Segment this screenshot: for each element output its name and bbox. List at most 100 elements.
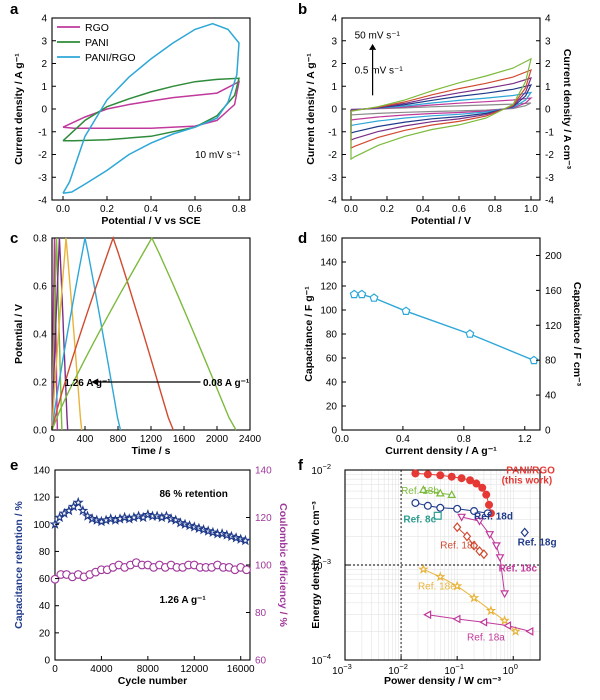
- y-tick-label: 20: [39, 628, 51, 639]
- tick-exponent: −2: [399, 662, 408, 671]
- x-tick-label: 12000: [180, 664, 208, 675]
- ragone-point: [491, 542, 501, 551]
- capacitance-point: [401, 306, 411, 315]
- cycling-current-label: 1.26 A g⁻¹: [159, 595, 206, 606]
- gcd-curve: [51, 237, 69, 431]
- efficiency-point: [50, 574, 60, 584]
- tick-exponent: −3: [322, 557, 331, 566]
- scan-rate-min-label: 0.5 mV s⁻¹: [355, 66, 404, 77]
- retention-point: [239, 534, 251, 546]
- x-axis-label: Potential / V: [411, 215, 471, 227]
- x-tick-label: 1.0: [524, 204, 538, 215]
- series-label: PANI/RGO: [506, 465, 555, 476]
- ragone-line: [461, 516, 506, 594]
- ragone-point: [485, 500, 494, 509]
- y-tick-label: 0.2: [33, 378, 47, 389]
- ragone-point: [447, 472, 456, 481]
- panel-b: 0.0 0.2 0.4 0.6 0.8 1.0 -4 -3 -2 -1 0 1 2 3 4 -4 -3 -2 -1 0…: [305, 14, 573, 228]
- x-tick-label: 0.8: [457, 434, 471, 445]
- x-tick-label: 1200: [140, 434, 163, 445]
- y2-tick-label: -3: [545, 173, 554, 184]
- ragone-point: [423, 610, 432, 620]
- ragone-point: [472, 479, 481, 488]
- y-tick-label: -1: [38, 127, 47, 138]
- y-tick-label: 0.8: [33, 234, 47, 245]
- ragone-point: [466, 476, 475, 485]
- y2-tick-label: 160: [545, 286, 562, 297]
- ragone-line: [423, 568, 516, 632]
- gcd-curve: [51, 237, 63, 431]
- series-label: Ref. 18g: [518, 538, 557, 549]
- ragone-point: [475, 546, 484, 557]
- y-tick-label: 0: [41, 105, 47, 116]
- x-axis-label: Power density / W cm⁻³: [384, 675, 501, 687]
- capacitance-point: [369, 293, 379, 302]
- series-label: Ref. 18d: [474, 512, 513, 523]
- legend-label: RGO: [85, 22, 109, 34]
- panel-c: 0 400 800 1200 1600 2000 2400 0.0 0.2 0.4 0.6 0.8 Ti…: [13, 234, 262, 458]
- y-tick-label: -4: [38, 196, 47, 207]
- capacitance-line: [354, 293, 535, 362]
- ragone-point: [495, 554, 505, 563]
- x-tick-label: 0.8: [232, 204, 246, 215]
- y-tick-label: 80: [39, 547, 51, 558]
- tick-exponent: 0: [514, 662, 518, 671]
- x-tick-label: 0.8: [488, 204, 502, 215]
- x-tick-label: 800: [110, 434, 127, 445]
- legend-label: PANI/RGO: [85, 52, 136, 64]
- y2-tick-label: 3: [545, 36, 551, 47]
- x-tick-label: 0.2: [380, 204, 394, 215]
- y-tick-label: 4: [331, 14, 337, 25]
- x-axis-label: Potential / V vs SCE: [101, 215, 200, 227]
- current-max-label: 1.26 A g⁻¹: [64, 378, 111, 389]
- retention-point: [161, 510, 172, 521]
- x-tick-label: 0.4: [416, 204, 430, 215]
- y-tick-label: 0: [44, 656, 50, 667]
- y-tick-label: -3: [328, 173, 337, 184]
- series-label: Ref. 18a: [467, 633, 505, 644]
- series-label: Ref. 18b: [401, 486, 439, 497]
- x-tick-label: 0: [49, 434, 55, 445]
- ragone-point: [470, 507, 479, 516]
- ragone-point: [423, 501, 432, 510]
- ragone-point: [436, 503, 445, 512]
- capacitance-point: [349, 289, 359, 299]
- ragone-point: [462, 531, 472, 542]
- ragone-point: [468, 592, 480, 603]
- retention-point: [77, 505, 89, 516]
- ragone-point: [469, 540, 479, 551]
- y2-axis-label: Coulombic efficiency / %: [277, 503, 289, 627]
- tick-exponent: −3: [343, 662, 352, 671]
- y-tick-label: 1: [331, 82, 337, 93]
- y2-axis-label: Capacitance / F cm⁻³: [571, 282, 583, 387]
- ragone-point: [452, 614, 461, 624]
- plot-frame-d: [341, 237, 541, 431]
- ragone-point: [451, 580, 463, 591]
- ragone-point: [411, 498, 420, 507]
- panel-letter-b: b: [298, 1, 307, 18]
- y-tick-label: 100: [33, 520, 50, 531]
- x-tick-label: 0: [52, 664, 58, 675]
- y-tick-label: 1: [41, 82, 47, 93]
- x-tick-label: 400: [77, 434, 94, 445]
- ragone-point: [457, 474, 466, 483]
- y2-tick-label: 80: [545, 356, 557, 367]
- y-tick-label: 4: [41, 14, 47, 25]
- gcd-curve: [51, 237, 122, 431]
- x-tick-label: 0.0: [344, 204, 358, 215]
- y-tick-label: 60: [326, 354, 338, 365]
- cv-loop: [350, 102, 532, 116]
- y-axis-label: Capacitance / F g⁻¹: [303, 286, 315, 382]
- legend-label: PANI: [85, 37, 109, 49]
- retention-point: [72, 496, 84, 508]
- y-tick-label: 60: [39, 574, 51, 585]
- y2-tick-label: 2: [545, 59, 551, 70]
- retention-point: [81, 510, 94, 521]
- panel-letter-c: c: [10, 230, 18, 247]
- y2-tick-label: -2: [545, 150, 554, 161]
- x-tick-label: 2400: [239, 434, 262, 445]
- y-tick-label: 20: [326, 402, 338, 413]
- y2-tick-label: 60: [255, 656, 267, 667]
- y2-tick-label: 0: [545, 426, 551, 437]
